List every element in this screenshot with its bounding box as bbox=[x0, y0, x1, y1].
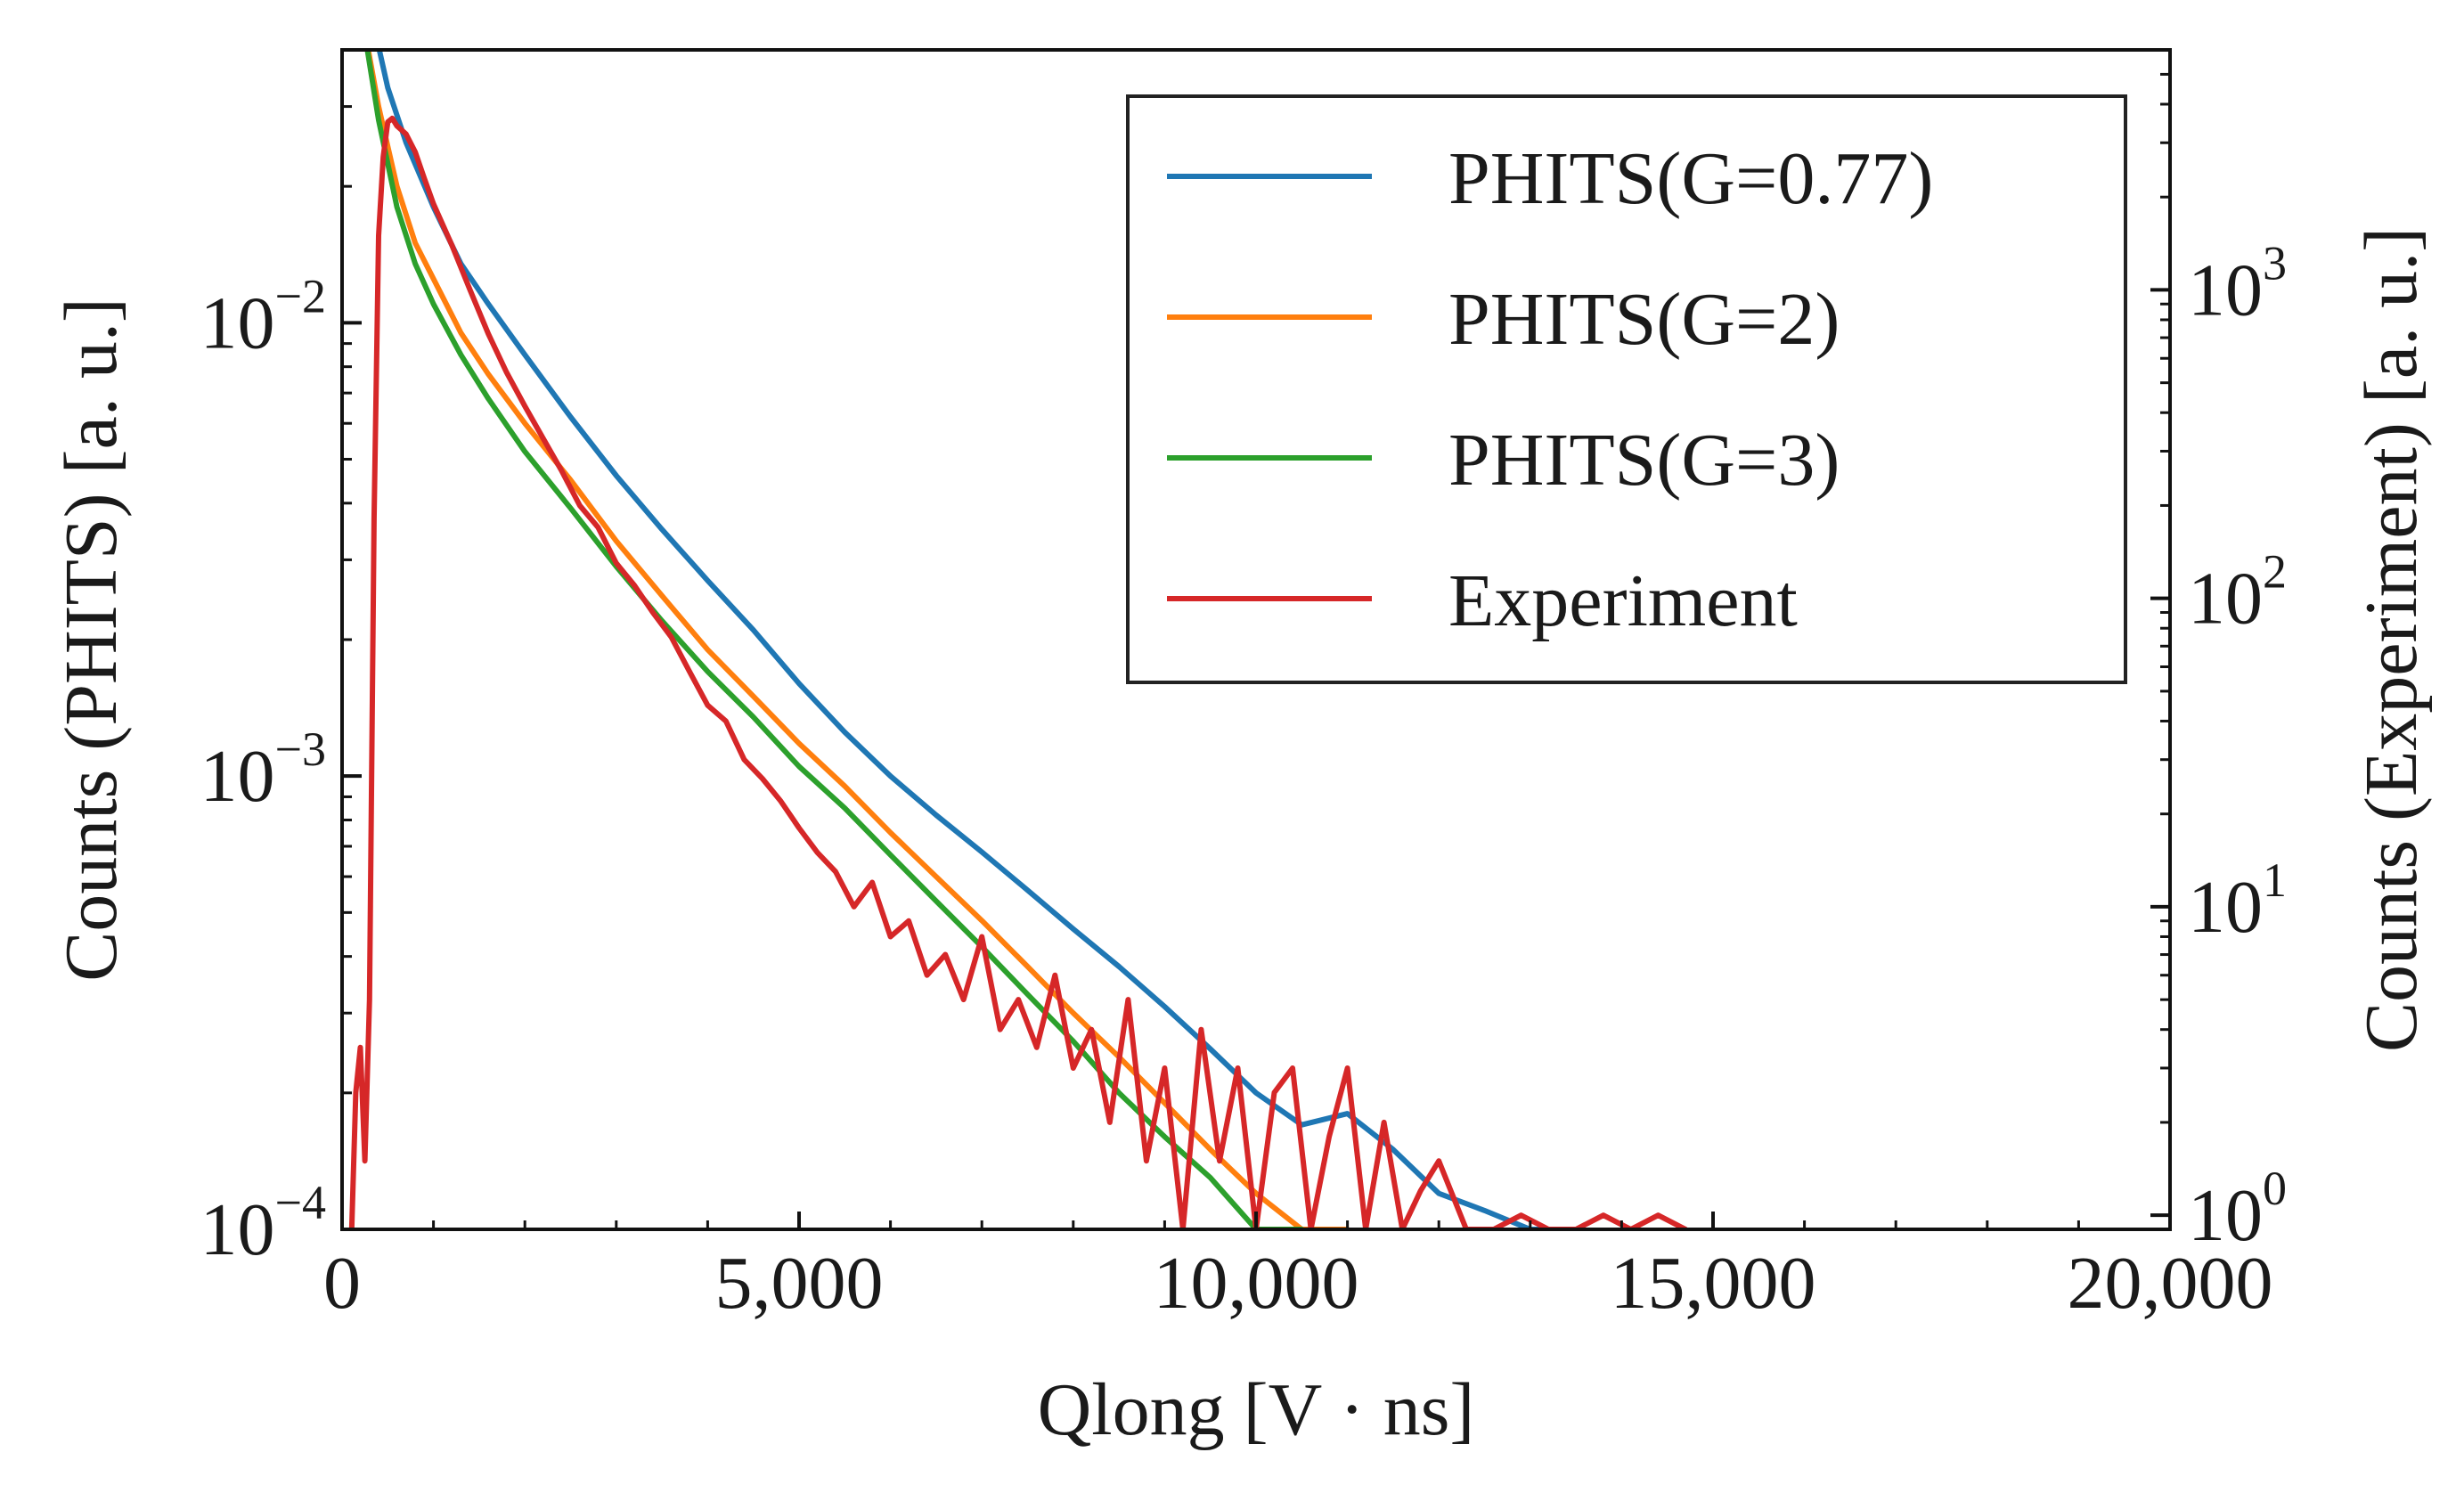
left-y-tick-label: 10−3 bbox=[200, 722, 326, 818]
right-y-tick-label: 101 bbox=[2188, 853, 2287, 949]
x-tick-label: 10,000 bbox=[1154, 1242, 1359, 1325]
left-y-tick-label: 10−4 bbox=[200, 1176, 326, 1271]
legend-label: PHITS(G=3) bbox=[1448, 419, 1840, 502]
x-axis-title: Qlong [V · ns] bbox=[1038, 1368, 1475, 1451]
x-tick-label: 5,000 bbox=[715, 1242, 884, 1325]
legend-label: Experiment bbox=[1448, 559, 1798, 642]
x-tick-label: 0 bbox=[323, 1242, 361, 1325]
right-y-tick-label: 102 bbox=[2188, 545, 2287, 641]
legend-label: PHITS(G=0.77) bbox=[1448, 137, 1933, 220]
x-tick-label: 15,000 bbox=[1611, 1242, 1816, 1325]
right-y-axis-title: Counts (Experiment) [a. u.] bbox=[2350, 227, 2433, 1052]
left-y-tick-label: 10−2 bbox=[200, 269, 326, 364]
legend: PHITS(G=0.77) PHITS(G=2) PHITS(G=3) Experim… bbox=[1128, 96, 2125, 682]
left-y-axis-title: Counts (PHITS) [a. u.] bbox=[50, 298, 133, 982]
legend-label: PHITS(G=2) bbox=[1448, 278, 1840, 361]
right-y-tick-label: 103 bbox=[2188, 236, 2287, 331]
